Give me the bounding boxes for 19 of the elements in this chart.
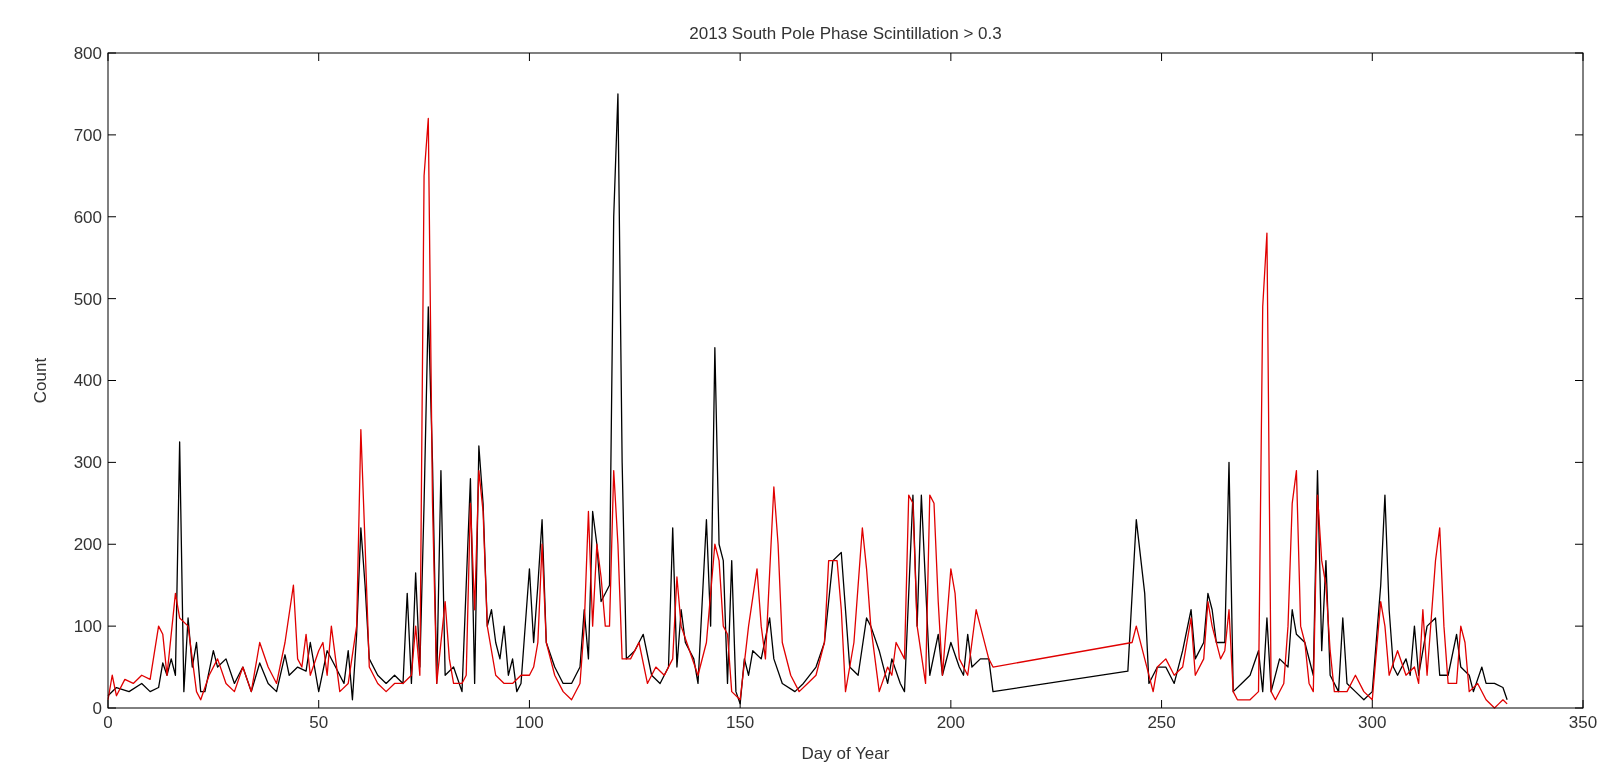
y-tick-label: 0 [92,698,102,718]
x-tick-label: 150 [725,713,755,732]
y-tick-label: 800 [73,43,102,63]
y-tick-label: 600 [73,207,102,227]
x-tick-label: 300 [1358,713,1387,732]
y-tick-label: 200 [73,535,102,555]
x-tick-label: 100 [515,713,544,732]
y-tick-label: 700 [73,125,102,145]
y-tick-label: 100 [73,617,102,637]
x-tick-label: 200 [936,713,966,732]
x-tick-label: 50 [309,713,329,732]
x-tick-label: 250 [1147,713,1176,732]
y-tick-label: 500 [73,289,102,309]
x-axis-title: Day of Year [801,744,890,763]
x-tick-label: 350 [1568,713,1598,732]
chart-title: 2013 South Pole Phase Scintillation > 0.3 [689,24,1002,43]
y-tick-label: 300 [73,453,102,473]
y-tick-label: 400 [73,371,102,391]
y-axis-title: Count [31,357,50,404]
